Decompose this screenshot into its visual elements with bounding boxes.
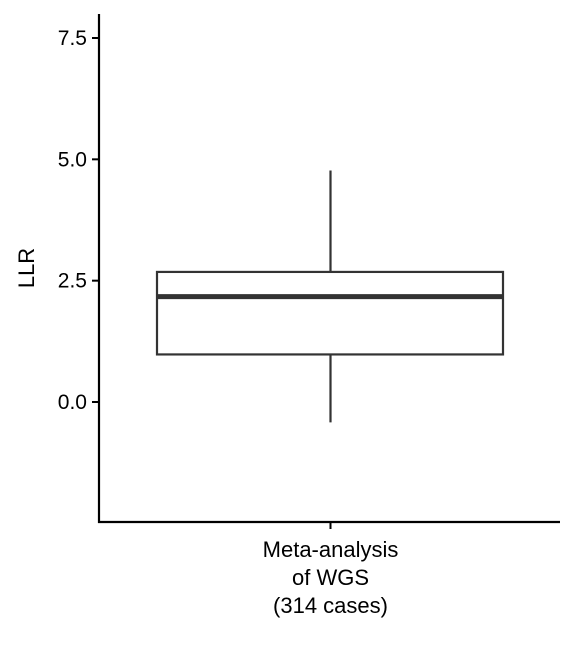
y-tick-label: 2.5 xyxy=(58,270,87,293)
y-ticks: 0.0 2.5 5.0 7.5 xyxy=(58,27,99,414)
y-tick-label: 0.0 xyxy=(58,391,87,414)
plot-marks xyxy=(155,170,505,423)
x-tick-label-line: Meta-analysis xyxy=(263,537,399,562)
x-tick-label: Meta-analysis of WGS (314 cases) xyxy=(263,537,399,618)
x-ticks: Meta-analysis of WGS (314 cases) xyxy=(263,522,399,618)
x-tick-label-line: of WGS xyxy=(292,565,369,590)
y-tick-label: 7.5 xyxy=(58,27,87,50)
iqr-box xyxy=(155,270,505,356)
axes xyxy=(97,14,560,524)
y-axis-title: LLR xyxy=(14,248,39,288)
y-tick-label: 5.0 xyxy=(58,148,87,171)
x-tick-label-line: (314 cases) xyxy=(273,593,388,618)
box-group xyxy=(155,170,505,423)
